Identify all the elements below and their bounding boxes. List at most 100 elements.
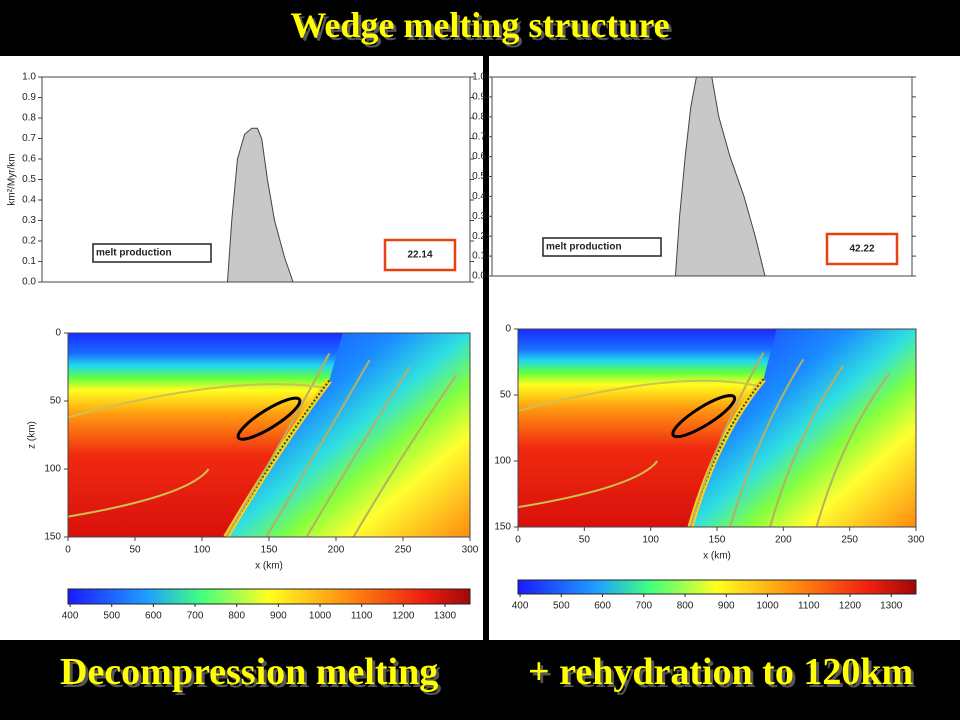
x-tick-label: 250 (841, 535, 858, 546)
colorbar-tick-label: 1300 (434, 611, 457, 622)
y-tick-label: 50 (500, 390, 512, 401)
y-tick-label: 0.7 (22, 133, 36, 144)
y-axis-label: z (km) (27, 421, 38, 449)
label: melt production (96, 248, 172, 259)
colorbar-tick-label: 500 (553, 601, 570, 612)
isotherm (518, 460, 659, 509)
y-tick-label: 0.2 (472, 231, 486, 242)
x-tick-label: 250 (395, 545, 412, 556)
colorbar-tick-label: 1300 (880, 601, 903, 612)
colorbar-tick-label: 500 (103, 611, 120, 622)
y-tick-label: 0.6 (472, 151, 486, 162)
y-tick-label: 0.5 (22, 174, 36, 185)
x-tick-label: 200 (328, 545, 345, 556)
isotherm (518, 379, 758, 412)
y-tick-label: 0.5 (472, 171, 486, 182)
colorbar-tick-label: 1100 (351, 611, 373, 622)
y-tick-label: 0.1 (22, 256, 36, 267)
x-tick-label: 100 (642, 535, 659, 546)
colorbar-tick-label: 1200 (839, 601, 862, 612)
x-tick-label: 200 (775, 535, 792, 546)
caption: + rehydration to 120km (528, 651, 914, 693)
y-tick-label: 0.7 (472, 131, 486, 142)
colorbar-tick-label: 1100 (798, 601, 820, 612)
y-tick-label: 0.3 (22, 215, 36, 226)
y-tick-label: 0.0 (472, 271, 486, 282)
colorbar-tick-label: 700 (187, 611, 204, 622)
colorbar (517, 579, 917, 595)
x-tick-label: 0 (65, 545, 71, 556)
isotherm (729, 358, 805, 527)
melt-area (674, 77, 766, 276)
value-box-text: 22.14 (407, 250, 432, 261)
y-tick-label: 1.0 (472, 72, 486, 83)
x-tick-label: 150 (709, 535, 726, 546)
y-tick-label: 0.0 (22, 277, 36, 288)
x-tick-label: 100 (194, 545, 211, 556)
colorbar-tick-label: 800 (228, 611, 245, 622)
label-box (542, 237, 662, 257)
value-box (383, 238, 457, 272)
colorbar-tick-label: 1200 (392, 611, 415, 622)
x-tick-label: 300 (908, 535, 925, 546)
y-tick-label: 100 (494, 456, 511, 467)
slide-title: Wedge melting structure (290, 5, 670, 45)
melt-contour (671, 394, 737, 439)
x-tick-label: 300 (462, 545, 479, 556)
isotherm (265, 359, 371, 537)
y-tick-label: 0.4 (472, 191, 486, 202)
slab (226, 333, 470, 537)
y-tick-label: 1.0 (22, 72, 36, 83)
y-tick-label: 0 (505, 324, 511, 335)
y-tick-label: 0.9 (22, 92, 36, 103)
value-box-text: 42.22 (849, 244, 874, 255)
melt-area (226, 127, 294, 282)
x-axis-label: x (km) (703, 551, 731, 562)
isotherm (769, 365, 844, 527)
isotherm (815, 373, 891, 527)
colorbar-tick-label: 800 (677, 601, 694, 612)
y-tick-label: 0.1 (472, 251, 486, 262)
x-axis-label: x (km) (255, 561, 283, 572)
colorbar-tick-label: 900 (270, 611, 287, 622)
colorbar-tick-label: 1000 (756, 601, 779, 612)
temperature-field (518, 329, 916, 527)
isotherm (352, 374, 458, 537)
isotherm (225, 352, 331, 537)
colorbar-tick-label: 600 (145, 611, 162, 622)
isotherm (68, 468, 210, 518)
y-tick-label: 0.3 (472, 211, 486, 222)
value-box (825, 232, 899, 266)
y-tick-label: 0 (55, 328, 61, 339)
y-tick-label: 150 (494, 522, 511, 533)
y-tick-label: 100 (44, 464, 61, 475)
colorbar-tick-label: 900 (718, 601, 735, 612)
x-tick-label: 50 (129, 545, 141, 556)
isotherm (305, 366, 411, 537)
label-box (92, 243, 212, 263)
y-tick-label: 0.4 (22, 195, 36, 206)
caption: Decompression melting (60, 651, 439, 693)
y-tick-label: 0.8 (22, 113, 36, 124)
label: melt production (546, 242, 622, 253)
colorbar-tick-label: 700 (635, 601, 652, 612)
temperature-field (68, 333, 470, 537)
colorbar (67, 588, 471, 605)
y-axis-label: km²/Myr/km (7, 153, 18, 205)
isotherm (689, 352, 765, 527)
y-tick-label: 50 (50, 396, 62, 407)
y-tick-label: 150 (44, 532, 61, 543)
colorbar-tick-label: 400 (512, 601, 529, 612)
x-tick-label: 50 (579, 535, 591, 546)
isotherm (68, 383, 323, 419)
y-tick-label: 0.8 (472, 111, 486, 122)
colorbar-tick-label: 600 (594, 601, 611, 612)
y-tick-label: 0.2 (22, 236, 36, 247)
x-tick-label: 0 (515, 535, 521, 546)
x-tick-label: 150 (261, 545, 278, 556)
melt-contour (236, 396, 302, 441)
y-tick-label: 0.9 (472, 92, 486, 103)
y-tick-label: 0.6 (22, 154, 36, 165)
